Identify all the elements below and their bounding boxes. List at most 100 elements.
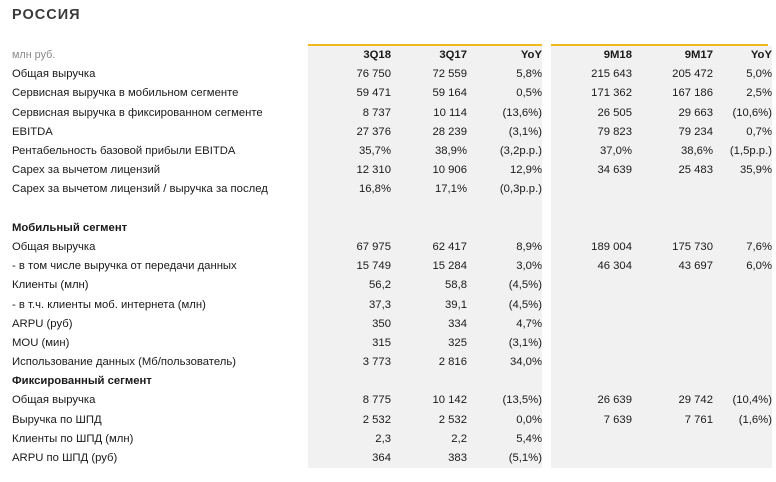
value-3q17: 10 142 [391,391,467,411]
table-header-row: млн руб. 3Q18 3Q17 YoY 9M18 9M17 YoY [12,46,772,66]
value-q-yoy [467,218,542,238]
table-row: Рентабельность базовой прибыли EBITDA 35,… [12,141,772,162]
row-label: - в том числе выручка от передачи данных [12,260,237,273]
value-9m17: 167 186 [632,84,713,104]
value-3q18: 2 532 [308,410,391,430]
value-9m-yoy: 2,5% [713,84,772,104]
section-title: Мобильный сегмент [12,221,128,234]
value-3q17: 2,2 [391,429,467,449]
value-3q17: 39,1 [391,295,467,315]
value-q-yoy: 8,9% [467,237,542,258]
row-label: Общая выручка [12,394,96,407]
unit-label: млн руб. [12,49,56,62]
value-9m18: 79 823 [551,122,632,142]
value-9m-yoy [713,218,772,238]
table-row: Выручка по ШПД 2 532 2 532 0,0% 7 639 7 761 (1… [12,410,772,430]
value-9m17 [632,295,713,315]
col-header-9m-yoy: YoY [713,46,772,66]
value-q-yoy: (13,6%) [467,103,542,123]
value-3q17: 334 [391,314,467,334]
value-9m18 [551,333,632,353]
value-9m18: 34 639 [551,161,632,181]
value-9m18: 171 362 [551,84,632,104]
row-label: Клиенты (млн) [12,279,89,292]
value-q-yoy: (13,5%) [467,391,542,411]
value-9m-yoy: (1,5p.p.) [713,141,772,162]
row-label: EBITDA [12,125,53,138]
row-label: Использование данных (Мб/пользователь) [12,356,236,369]
table-row: MOU (мин) 315 325 (3,1%) [12,333,772,353]
value-9m17 [632,314,713,334]
value-3q18: 37,3 [308,295,391,315]
value-9m-yoy: (10,4%) [713,391,772,411]
value-3q17 [391,372,467,392]
value-q-yoy: (0,3p.p.) [467,180,542,200]
value-3q18: 3 773 [308,353,391,373]
value-3q17: 325 [391,333,467,353]
table-row: Клиенты по ШПД (млн) 2,3 2,2 5,4% [12,429,772,449]
row-label: ARPU (руб) [12,317,73,330]
row-label: Клиенты по ШПД (млн) [12,432,134,445]
value-9m-yoy: 0,7% [713,122,772,142]
value-9m17 [632,180,713,200]
value-9m-yoy [713,353,772,373]
value-3q18: 76 750 [308,65,391,85]
table-row: ARPU по ШПД (руб) 364 383 (5,1%) [12,448,772,469]
value-9m-yoy [713,333,772,353]
financial-table: млн руб. 3Q18 3Q17 YoY 9M18 9M17 YoY Общ… [12,46,772,469]
value-q-yoy: 5,4% [467,429,542,449]
value-q-yoy: (3,1%) [467,333,542,353]
value-3q18: 67 975 [308,237,391,258]
value-q-yoy: 34,0% [467,353,542,373]
value-3q18: 315 [308,333,391,353]
value-9m18 [551,353,632,373]
value-9m-yoy [713,372,772,392]
value-q-yoy: 3,0% [467,257,542,277]
value-3q18 [308,218,391,238]
value-9m17 [632,429,713,449]
value-q-yoy: (4,5%) [467,276,542,296]
value-3q17: 58,8 [391,276,467,296]
value-q-yoy: 12,9% [467,161,542,181]
value-3q18: 12 310 [308,161,391,181]
col-header-q-yoy: YoY [467,46,542,66]
col-header-9m18: 9M18 [551,46,632,66]
value-9m-yoy: 35,9% [713,161,772,181]
value-9m17: 29 663 [632,103,713,123]
table-row: Общая выручка 8 775 10 142 (13,5%) 26 639 29 … [12,391,772,411]
value-9m18 [551,180,632,200]
value-3q17: 62 417 [391,237,467,258]
value-9m17: 43 697 [632,257,713,277]
value-3q18: 8 775 [308,391,391,411]
value-9m18: 7 639 [551,410,632,430]
value-9m-yoy: 6,0% [713,257,772,277]
value-9m18 [551,295,632,315]
section-title: Фиксированный сегмент [12,375,152,388]
table-row: Клиенты (млн) 56,2 58,8 (4,5%) [12,276,772,296]
value-9m17 [632,353,713,373]
value-3q18: 27 376 [308,122,391,142]
value-9m-yoy [713,295,772,315]
table-row: Общая выручка 76 750 72 559 5,8% 215 643 205 … [12,65,772,85]
value-3q17: 72 559 [391,65,467,85]
value-3q18 [308,372,391,392]
table-row: - в т.ч. клиенты моб. интернета (млн) 37,… [12,295,772,315]
table-row: - в том числе выручка от передачи данных… [12,257,772,277]
page-title: РОССИЯ [12,7,81,23]
row-label: MOU (мин) [12,336,70,349]
value-9m-yoy [713,448,772,469]
value-9m18: 189 004 [551,237,632,258]
value-9m17 [632,276,713,296]
value-3q17 [391,218,467,238]
value-q-yoy: (4,5%) [467,295,542,315]
value-3q17: 15 284 [391,257,467,277]
section-header-row: Мобильный сегмент [12,218,772,238]
value-9m18: 37,0% [551,141,632,162]
value-9m-yoy [713,180,772,200]
value-3q17: 10 114 [391,103,467,123]
value-3q17: 2 532 [391,410,467,430]
value-9m18: 26 639 [551,391,632,411]
row-label: Сервисная выручка в мобильном сегменте [12,87,239,100]
value-9m17 [632,372,713,392]
header-rule-nine-months [551,44,768,46]
